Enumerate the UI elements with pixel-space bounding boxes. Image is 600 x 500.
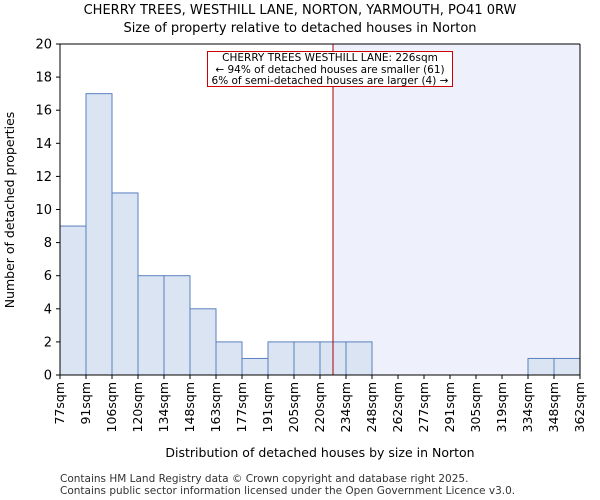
y-tick-label-4: 4 xyxy=(44,302,52,317)
bar-348sqm xyxy=(553,357,581,376)
chart-subtitle: Size of property relative to detached ho… xyxy=(123,21,477,36)
x-tick-label-177sqm: 177sqm xyxy=(234,382,249,432)
bar-77sqm xyxy=(59,225,87,376)
x-tick-label-134sqm: 134sqm xyxy=(156,382,171,432)
x-tick-label-334sqm: 334sqm xyxy=(520,382,535,432)
x-tick-label-319sqm: 319sqm xyxy=(494,382,509,432)
y-tick-label-14: 14 xyxy=(35,137,52,152)
bar-106sqm xyxy=(111,192,139,376)
annotation-line-1: CHERRY TREES WESTHILL LANE: 226sqm xyxy=(222,52,438,64)
x-tick-label-362sqm: 362sqm xyxy=(572,382,587,432)
x-tick-label-77sqm: 77sqm xyxy=(52,382,67,425)
footer-line-2: Contains public sector information licen… xyxy=(60,485,516,497)
bar-234sqm xyxy=(345,341,373,376)
y-tick-label-2: 2 xyxy=(44,335,52,350)
x-tick-label-91sqm: 91sqm xyxy=(78,382,93,425)
bar-134sqm xyxy=(163,275,191,376)
y-tick-label-18: 18 xyxy=(35,71,52,86)
x-tick-label-305sqm: 305sqm xyxy=(468,382,483,432)
y-tick-label-10: 10 xyxy=(35,203,52,218)
y-tick-label-0: 0 xyxy=(44,369,52,384)
highlight-region xyxy=(333,44,580,375)
y-tick-label-20: 20 xyxy=(35,38,52,53)
x-tick-label-277sqm: 277sqm xyxy=(416,382,431,432)
x-tick-label-148sqm: 148sqm xyxy=(182,382,197,432)
property-annotation: CHERRY TREES WESTHILL LANE: 226sqm ← 94%… xyxy=(207,51,453,87)
bar-191sqm xyxy=(267,341,295,376)
x-tick-label-191sqm: 191sqm xyxy=(260,382,275,432)
bar-177sqm xyxy=(241,357,269,376)
chart-title: CHERRY TREES, WESTHILL LANE, NORTON, YAR… xyxy=(83,3,517,18)
x-tick-label-106sqm: 106sqm xyxy=(104,382,119,432)
x-axis-label: Distribution of detached houses by size … xyxy=(165,445,474,460)
annotation-line-2: ← 94% of detached houses are smaller (61… xyxy=(215,63,445,76)
y-tick-label-16: 16 xyxy=(35,104,52,119)
bar-91sqm xyxy=(85,93,113,376)
x-tick-label-234sqm: 234sqm xyxy=(338,382,353,432)
bar-148sqm xyxy=(189,308,217,376)
x-tick-label-348sqm: 348sqm xyxy=(546,382,561,432)
y-tick-label-8: 8 xyxy=(44,236,52,251)
annotation-line-3: 6% of semi-detached houses are larger (4… xyxy=(211,75,449,87)
bar-120sqm xyxy=(137,275,165,376)
x-tick-label-163sqm: 163sqm xyxy=(208,382,223,432)
bar-163sqm xyxy=(215,341,243,376)
x-tick-label-205sqm: 205sqm xyxy=(286,382,301,432)
bar-334sqm xyxy=(527,357,555,376)
y-tick-label-12: 12 xyxy=(35,170,52,185)
y-axis-label: Number of detached properties xyxy=(2,112,17,309)
x-tick-label-120sqm: 120sqm xyxy=(130,382,145,432)
bar-205sqm xyxy=(293,341,321,376)
x-tick-label-220sqm: 220sqm xyxy=(312,382,327,432)
x-tick-label-248sqm: 248sqm xyxy=(364,382,379,432)
footer-line-1: Contains HM Land Registry data © Crown c… xyxy=(60,473,469,485)
x-tick-label-262sqm: 262sqm xyxy=(390,382,405,432)
y-tick-label-6: 6 xyxy=(44,269,52,284)
x-tick-label-291sqm: 291sqm xyxy=(442,382,457,432)
